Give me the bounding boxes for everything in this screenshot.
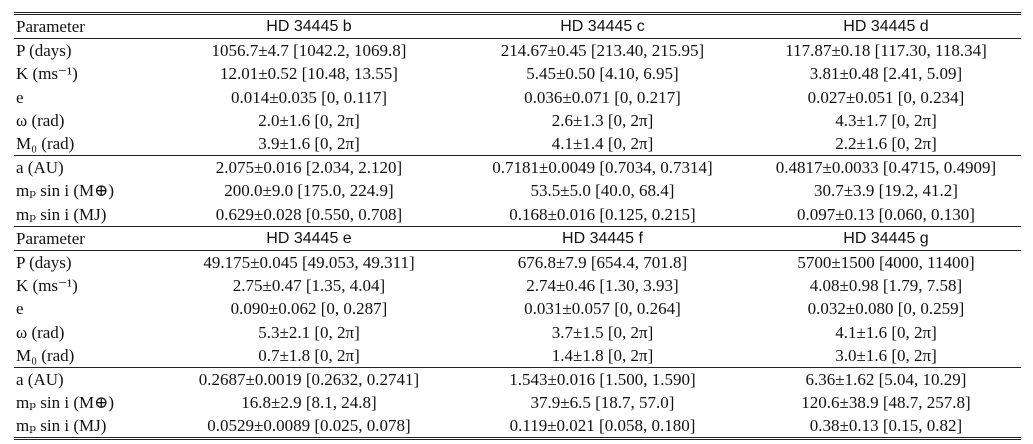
planet-column-header: HD 34445 c: [454, 11, 751, 39]
table-row: P (days) 49.175±0.045 [49.053, 49.311] 676…: [14, 249, 1021, 275]
table-cell: 2.75±0.47 [1.35, 4.04]: [232, 276, 386, 296]
table-header-row: Parameter HD 34445 b HD 34445 c HD 34445 d: [14, 11, 1021, 39]
parameter-label: P (days): [14, 38, 164, 63]
table-cell: 0.097±0.13 [0.060, 0.130]: [797, 204, 975, 224]
table-row: e 0.014±0.035 [0, 0.117] 0.036±0.071 [0, 0…: [14, 86, 1021, 109]
table-row: mₚ sin i (MJ) 0.0529±0.0089 [0.025, 0.078…: [14, 414, 1021, 441]
table-cell: 0.119±0.021 [0.058, 0.180]: [454, 414, 751, 441]
parameter-label: ω (rad): [16, 322, 65, 342]
table-cell: 53.5±5.0 [40.0, 68.4]: [530, 181, 675, 201]
planet-column-header: HD 34445 d: [751, 11, 1021, 39]
parameter-label: K (ms⁻¹): [16, 276, 78, 296]
table-cell: 0.629±0.028 [0.550, 0.708]: [215, 204, 403, 224]
table-cell: 0.7±1.8 [0, 2π]: [258, 345, 360, 365]
table-row: a (AU) 2.075±0.016 [2.034, 2.120] 0.7181±0…: [14, 155, 1021, 180]
parameter-label: K (ms⁻¹): [16, 64, 78, 84]
table-cell: 5.3±2.1 [0, 2π]: [258, 322, 360, 342]
parameter-label: a (AU): [14, 366, 164, 391]
parameter-column-header: Parameter: [14, 11, 164, 39]
table-cell: 6.36±1.62 [5.04, 10.29]: [751, 366, 1021, 391]
table-row: e 0.090±0.062 [0, 0.287] 0.031±0.057 [0, 0…: [14, 297, 1021, 320]
table-row: M₀ (rad) 0.7±1.8 [0, 2π] 1.4±1.8 [0, 2π] 3.…: [14, 344, 1021, 368]
parameter-label: e: [16, 299, 24, 319]
table-cell: 0.0529±0.0089 [0.025, 0.078]: [164, 414, 454, 441]
table-cell: 0.032±0.080 [0, 0.259]: [807, 299, 965, 319]
table-cell: 3.7±1.5 [0, 2π]: [551, 322, 654, 342]
table-cell: 16.8±2.9 [8.1, 24.8]: [241, 393, 377, 413]
table-cell: 2.2±1.6 [0, 2π]: [835, 134, 937, 154]
planet-column-header: HD 34445 b: [164, 11, 454, 39]
table-cell: 4.3±1.7 [0, 2π]: [835, 110, 937, 130]
table-cell: 214.67±0.45 [213.40, 215.95]: [454, 38, 751, 63]
table-cell: 5.45±0.50 [4.10, 6.95]: [526, 64, 679, 84]
table-row: K (ms⁻¹) 2.75±0.47 [1.35, 4.04] 2.74±0.46 …: [14, 274, 1021, 297]
table-cell: 0.027±0.051 [0, 0.234]: [807, 87, 965, 107]
table-cell: 2.0±1.6 [0, 2π]: [258, 110, 360, 130]
table-cell: 30.7±3.9 [19.2, 41.2]: [814, 181, 958, 201]
parameter-label: e: [16, 87, 24, 107]
table-row: mₚ sin i (MJ) 0.629±0.028 [0.550, 0.708] 0…: [14, 203, 1021, 227]
table-cell: 4.08±0.98 [1.79, 7.58]: [809, 276, 963, 296]
table-cell: 4.1±1.4 [0, 2π]: [551, 134, 654, 154]
table-cell: 0.2687±0.0019 [0.2632, 0.2741]: [164, 366, 454, 391]
parameter-label: M₀ (rad): [16, 345, 75, 365]
table-row: mₚ sin i (M⊕) 16.8±2.9 [8.1, 24.8] 37.9±6.…: [14, 391, 1021, 414]
parameter-label: P (days): [14, 249, 164, 275]
planet-column-header: HD 34445 e: [164, 225, 454, 251]
parameter-label: mₚ sin i (MJ): [16, 204, 107, 224]
parameter-label: mₚ sin i (M⊕): [16, 393, 115, 413]
table-cell: 117.87±0.18 [117.30, 118.34]: [751, 38, 1021, 63]
parameter-label: ω (rad): [16, 110, 65, 130]
table-cell: 120.6±38.9 [48.7, 257.8]: [801, 393, 971, 413]
table-row: mₚ sin i (M⊕) 200.0±9.0 [175.0, 224.9] 53.…: [14, 179, 1021, 202]
table-header-row: Parameter HD 34445 e HD 34445 f HD 34445 g: [14, 225, 1021, 251]
table-cell: 49.175±0.045 [49.053, 49.311]: [164, 249, 454, 275]
table-cell: 0.014±0.035 [0, 0.117]: [230, 87, 388, 107]
table-cell: 5700±1500 [4000, 11400]: [751, 249, 1021, 275]
table-cell: 1056.7±4.7 [1042.2, 1069.8]: [164, 38, 454, 63]
table-row: M₀ (rad) 3.9±1.6 [0, 2π] 4.1±1.4 [0, 2π] 2.…: [14, 132, 1021, 156]
table-cell: 2.6±1.3 [0, 2π]: [551, 110, 654, 130]
table-cell: 0.7181±0.0049 [0.7034, 0.7314]: [454, 155, 751, 180]
table-row: a (AU) 0.2687±0.0019 [0.2632, 0.2741] 1.54…: [14, 366, 1021, 391]
table-cell: 0.38±0.13 [0.15, 0.82]: [751, 414, 1021, 441]
table-row: ω (rad) 2.0±1.6 [0, 2π] 2.6±1.3 [0, 2π] 4.3…: [14, 109, 1021, 132]
parameter-label: mₚ sin i (M⊕): [16, 181, 115, 201]
table-cell: 2.74±0.46 [1.30, 3.93]: [526, 276, 679, 296]
planet-column-header: HD 34445 g: [751, 225, 1021, 251]
table-cell: 0.036±0.071 [0, 0.217]: [524, 87, 681, 107]
table-cell: 1.543±0.016 [1.500, 1.590]: [454, 366, 751, 391]
table-cell: 200.0±9.0 [175.0, 224.9]: [224, 181, 394, 201]
parameter-label: a (AU): [14, 155, 164, 180]
table-cell: 4.1±1.6 [0, 2π]: [835, 322, 937, 342]
table-cell: 0.031±0.057 [0, 0.264]: [524, 299, 681, 319]
planet-column-header: HD 34445 f: [454, 225, 751, 251]
table-cell: 37.9±6.5 [18.7, 57.0]: [530, 393, 675, 413]
table-cell: 0.090±0.062 [0, 0.287]: [230, 299, 388, 319]
parameter-label: M₀ (rad): [16, 134, 75, 154]
table-cell: 0.4817±0.0033 [0.4715, 0.4909]: [751, 155, 1021, 180]
table-row: K (ms⁻¹) 12.01±0.52 [10.48, 13.55] 5.45±0.…: [14, 62, 1021, 85]
table-cell: 2.075±0.016 [2.034, 2.120]: [164, 155, 454, 180]
parameter-column-header: Parameter: [14, 225, 164, 251]
table-row: P (days) 1056.7±4.7 [1042.2, 1069.8] 214.6…: [14, 38, 1021, 63]
table-row: ω (rad) 5.3±2.1 [0, 2π] 3.7±1.5 [0, 2π] 4.1…: [14, 320, 1021, 343]
table-cell: 12.01±0.52 [10.48, 13.55]: [220, 64, 398, 84]
table-cell: 3.81±0.48 [2.41, 5.09]: [809, 64, 963, 84]
table-cell: 3.0±1.6 [0, 2π]: [835, 345, 937, 365]
table-cell: 1.4±1.8 [0, 2π]: [551, 345, 654, 365]
table-cell: 676.8±7.9 [654.4, 701.8]: [454, 249, 751, 275]
parameter-label: mₚ sin i (MJ): [14, 414, 164, 441]
table-cell: 0.168±0.016 [0.125, 0.215]: [509, 204, 696, 224]
table-cell: 3.9±1.6 [0, 2π]: [258, 134, 360, 154]
